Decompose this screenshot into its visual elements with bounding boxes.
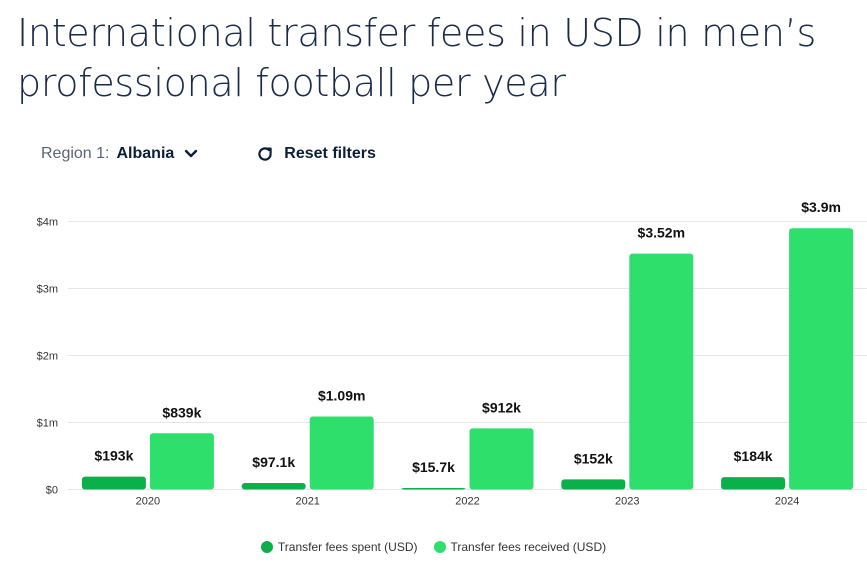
region-label: Region 1:: [41, 145, 110, 162]
bar-chart: $0 $1m $2m $3m $4m $193k $839k 2020 $97.1k $1.09m…: [37, 199, 867, 508]
page-title: International transfer fees in USD in me…: [17, 11, 816, 105]
data-label: $152k: [574, 450, 613, 466]
legend-item-received[interactable]: Transfer fees received (USD): [433, 540, 607, 554]
x-tick-label: 2024: [775, 496, 799, 508]
data-label: $193k: [94, 448, 133, 464]
bar-spent: [721, 477, 786, 490]
data-label: $912k: [482, 399, 521, 415]
bar-received: [789, 228, 854, 490]
bar-received: [149, 433, 214, 490]
data-label: $839k: [162, 404, 201, 420]
x-tick-label: 2023: [615, 496, 639, 508]
x-tick-label: 2020: [136, 496, 160, 508]
y-tick-label: $0: [46, 485, 58, 497]
x-tick-label: 2022: [455, 496, 479, 508]
chart-legend: Transfer fees spent (USD) Transfer fees …: [0, 540, 867, 554]
bar-received: [629, 253, 694, 490]
legend-swatch-spent: [260, 541, 273, 553]
bar-received: [309, 416, 374, 490]
data-label: $97.1k: [252, 454, 295, 470]
legend-label-received: Transfer fees received (USD): [450, 540, 607, 554]
data-label: $15.7k: [412, 459, 455, 475]
legend-swatch-received: [433, 541, 446, 553]
bar-received: [469, 428, 534, 490]
chevron-down-icon: [184, 149, 198, 159]
reset-filters-button[interactable]: Reset filters: [256, 145, 376, 163]
y-tick-label: $2m: [37, 351, 58, 363]
y-tick-label: $4m: [37, 217, 58, 229]
bar-spent: [561, 479, 626, 490]
region-dropdown[interactable]: Region 1: Albania: [41, 145, 198, 163]
legend-label-spent: Transfer fees spent (USD): [277, 540, 418, 554]
data-label: $1.09m: [318, 387, 365, 403]
bar-spent: [241, 482, 306, 490]
bar-spent: [81, 476, 146, 490]
region-value: Albania: [116, 145, 175, 162]
x-tick-label: 2021: [295, 496, 319, 508]
data-label: $3.9m: [801, 199, 841, 215]
legend-item-spent[interactable]: Transfer fees spent (USD): [260, 540, 418, 554]
filter-bar: Region 1: Albania Reset filters: [41, 141, 376, 167]
y-tick-label: $1m: [37, 418, 58, 430]
data-label: $3.52m: [638, 225, 685, 241]
refresh-icon: [256, 145, 274, 163]
data-label: $184k: [734, 448, 773, 464]
y-tick-label: $3m: [37, 284, 58, 296]
reset-filters-label: Reset filters: [284, 145, 376, 162]
bar-spent: [401, 488, 466, 490]
